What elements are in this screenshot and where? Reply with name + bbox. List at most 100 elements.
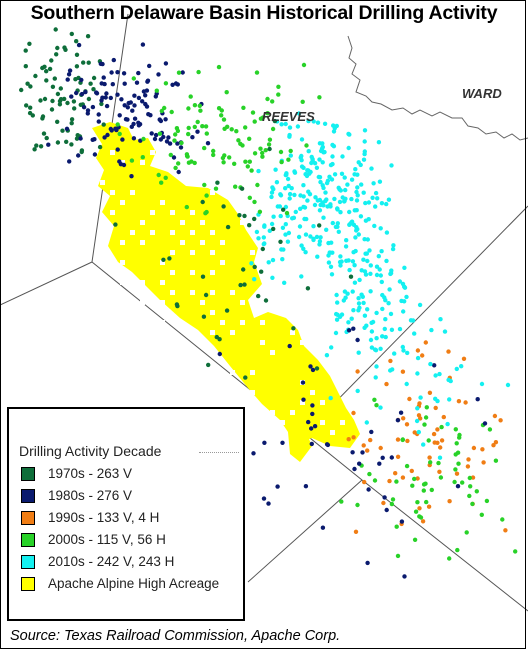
well-marker [171, 155, 177, 160]
well-marker [28, 105, 33, 110]
well-marker [286, 157, 291, 162]
well-marker [175, 82, 180, 87]
well-marker [263, 298, 269, 303]
well-marker [442, 329, 448, 334]
map-title: Southern Delaware Basin Historical Drill… [30, 2, 498, 24]
well-marker [175, 128, 181, 134]
acreage-gap [290, 190, 295, 195]
well-marker [178, 145, 184, 150]
well-marker [427, 455, 432, 460]
well-marker [362, 479, 367, 485]
well-marker [290, 216, 295, 221]
well-marker [101, 122, 106, 127]
well-marker [492, 413, 498, 419]
acreage-gap [230, 170, 235, 175]
acreage-gap [140, 160, 145, 165]
well-marker [265, 96, 270, 102]
well-marker [300, 99, 305, 105]
well-marker [91, 75, 97, 81]
well-marker [424, 405, 429, 410]
well-marker [313, 195, 318, 200]
acreage-gap [330, 230, 335, 235]
well-marker [131, 121, 136, 127]
legend-swatch-1970s [21, 467, 35, 481]
acreage-gap [130, 230, 135, 235]
legend-title: Drilling Activity Decade [19, 443, 162, 459]
well-marker [221, 117, 227, 122]
well-marker [49, 58, 54, 63]
well-marker [227, 155, 232, 160]
well-marker [92, 152, 98, 157]
well-marker [190, 135, 195, 140]
well-marker [355, 337, 360, 343]
well-marker [369, 345, 375, 350]
well-marker [280, 225, 286, 230]
well-marker [388, 358, 393, 364]
county-boundaries [0, 13, 528, 612]
well-marker [103, 95, 108, 100]
well-marker [417, 302, 423, 308]
well-marker [330, 250, 335, 255]
acreage-gap [230, 150, 235, 155]
well-marker [79, 149, 84, 155]
well-marker [329, 177, 335, 182]
well-marker [397, 326, 403, 332]
well-marker [240, 143, 245, 148]
well-marker [310, 411, 315, 417]
acreage-gap [340, 240, 345, 245]
well-marker [388, 271, 393, 277]
well-marker [243, 375, 248, 380]
well-marker [157, 131, 163, 136]
acreage-gap [110, 330, 115, 335]
well-marker [387, 287, 392, 292]
legend-item-1990s: 1990s - 133 V, 4 H [21, 509, 228, 527]
well-marker [432, 440, 437, 445]
well-marker [271, 226, 276, 232]
well-marker [105, 132, 110, 138]
well-marker [117, 131, 122, 137]
well-marker [399, 519, 405, 524]
well-marker [204, 193, 209, 198]
well-marker [99, 101, 104, 107]
well-marker [436, 460, 441, 466]
acreage-gap [170, 210, 175, 215]
acreage-gap [170, 290, 175, 295]
well-marker [119, 97, 124, 102]
well-marker [331, 123, 336, 128]
acreage-gap [250, 210, 255, 215]
well-marker [63, 139, 69, 144]
well-marker [278, 192, 283, 197]
well-marker [27, 41, 32, 46]
well-marker [245, 164, 250, 169]
well-marker [377, 179, 383, 184]
well-marker [78, 136, 83, 141]
well-marker [415, 476, 420, 481]
well-marker [401, 309, 406, 314]
acreage-gap [130, 390, 135, 395]
well-marker [267, 146, 272, 152]
well-marker [432, 363, 437, 368]
well-marker [200, 124, 205, 129]
acreage-gap [200, 160, 205, 165]
well-marker [343, 295, 348, 300]
well-marker [159, 180, 164, 185]
acreage-gap [140, 220, 145, 225]
well-marker [334, 317, 340, 322]
legend-label-acreage: Apache Alpine High Acreage [48, 576, 220, 591]
well-marker [350, 259, 356, 264]
well-marker [418, 395, 423, 400]
acreage-gap [150, 370, 155, 375]
well-marker [195, 119, 200, 125]
well-marker [354, 198, 360, 203]
well-marker [438, 317, 443, 322]
well-marker [256, 168, 261, 174]
well-marker [55, 140, 61, 145]
acreage-gap [290, 230, 295, 235]
well-marker [164, 139, 170, 144]
well-marker [242, 213, 247, 219]
well-marker [465, 464, 471, 469]
well-marker [468, 484, 473, 489]
well-marker [299, 137, 305, 142]
well-marker [394, 479, 399, 484]
well-marker [232, 161, 237, 166]
